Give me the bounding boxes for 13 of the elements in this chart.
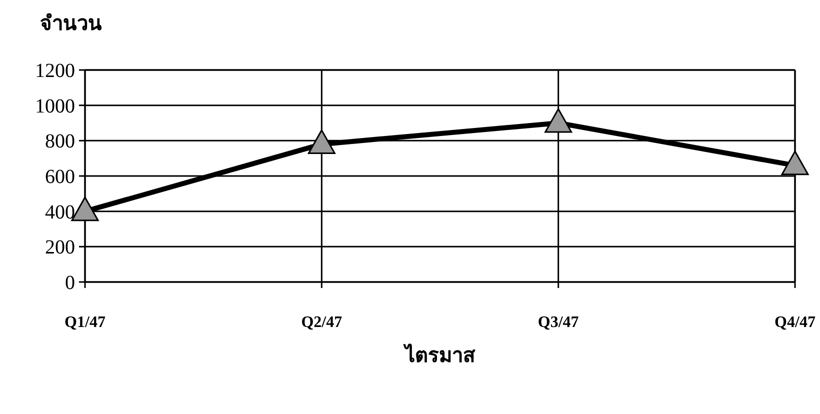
y-tick-label: 200 — [45, 236, 75, 259]
y-tick-label: 600 — [45, 166, 75, 188]
x-tick-label: Q3/47 — [538, 314, 579, 331]
x-axis-title: ไตรมาส — [403, 343, 476, 367]
y-tick-label: 1200 — [35, 60, 75, 82]
y-tick-label: 0 — [65, 272, 75, 294]
y-axis-title: จำนวน — [40, 13, 102, 35]
y-tick-label: 400 — [45, 201, 75, 224]
x-tick-label: Q4/47 — [774, 314, 816, 331]
x-tick-label: Q1/47 — [64, 314, 106, 331]
y-tick-label: 800 — [45, 130, 75, 153]
x-tick-label: Q2/47 — [301, 314, 342, 331]
y-tick-label: 1000 — [35, 95, 75, 118]
